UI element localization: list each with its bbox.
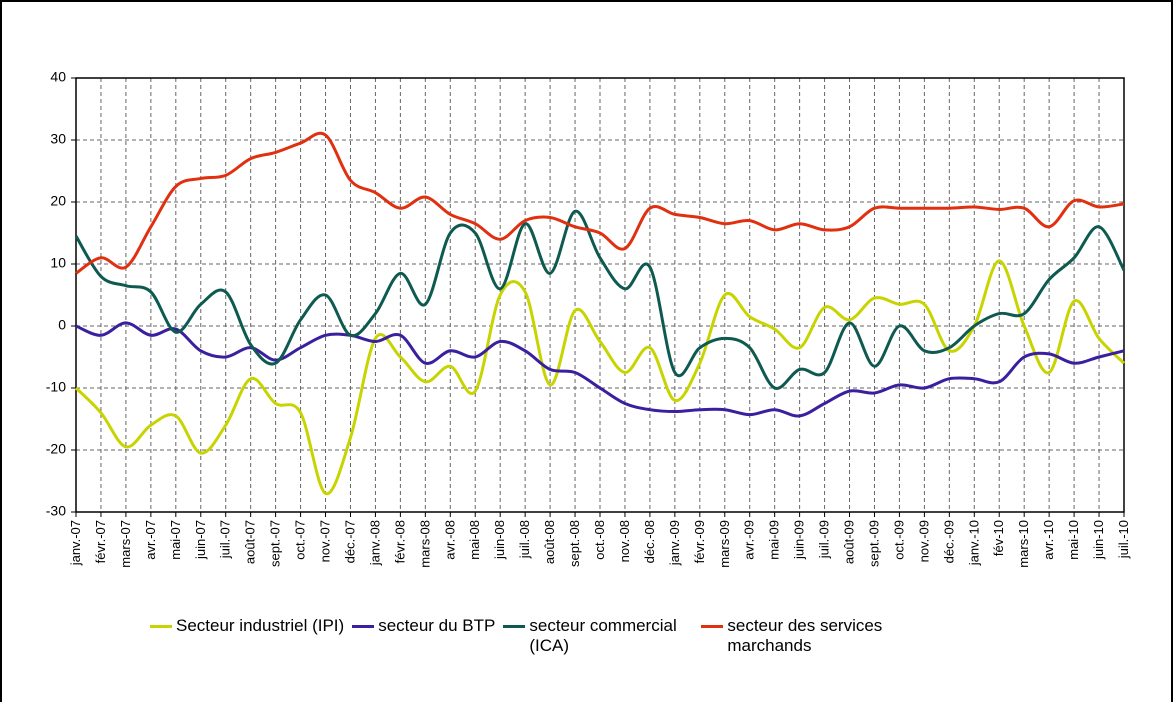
x-tick-label: déc.-07 [342,520,357,563]
plot-area [75,77,1125,513]
y-tick-label: 0 [58,317,66,333]
x-tick-label: mars-07 [118,520,133,568]
x-tick-label: juin-10 [1091,520,1106,560]
x-tick-label: mars-09 [717,520,732,568]
x-tick-label: déc.-08 [642,520,657,563]
x-tick-label: janv.-09 [667,520,682,566]
x-tick-label: juil.-09 [817,520,832,559]
x-tick-label: oct.-07 [293,520,308,560]
y-tick-label: 20 [50,193,66,209]
x-tick-label: juil.-08 [517,520,532,559]
series-line [74,259,1126,495]
x-tick-label: sept.-07 [268,520,283,567]
x-tick-label: avr.-08 [442,520,457,560]
x-tick-label: janv.-10 [966,520,981,566]
x-tick-label: juin-08 [492,520,507,560]
legend-item: Secteur industriel (IPI) [150,616,344,656]
legend-item: secteur du BTP [352,616,495,656]
x-tick-label: juil.-07 [218,520,233,559]
x-tick-label: juin-07 [193,520,208,560]
x-tick-label: déc.-09 [941,520,956,563]
y-tick-label: 30 [50,131,66,147]
x-tick-label: mars-08 [417,520,432,568]
legend: Secteur industriel (IPI) secteur du BTP se… [150,616,1050,656]
legend-label: secteur des services marchands [727,616,883,655]
x-tick-label: août-09 [842,520,857,564]
legend-label: Secteur industriel (IPI) [176,616,345,635]
x-tick-label: fév-10 [991,520,1006,556]
x-tick-label: avr.-10 [1041,520,1056,560]
x-tick-label: févr.-08 [392,520,407,563]
series-line [74,209,1126,390]
series-line [75,321,1125,418]
legend-label: secteur du BTP [378,616,496,635]
x-tick-label: nov.-09 [916,520,931,562]
x-tick-label: mai-09 [767,520,782,560]
x-tick-label: sept.-08 [567,520,582,567]
y-tick-label: -10 [46,379,66,395]
x-tick-label: mai-10 [1066,520,1081,560]
legend-swatch [701,625,724,628]
x-tick-label: sept.-09 [866,520,881,567]
x-tick-label: avr.-07 [143,520,158,560]
x-tick-label: mars-10 [1016,520,1031,568]
y-tick-label: -30 [46,503,66,519]
series-line [75,131,1125,275]
legend-swatch [503,625,526,628]
y-tick-label: -20 [46,441,66,457]
legend-item: secteur commercial (ICA) [503,616,693,656]
y-tick-label: 10 [50,255,66,271]
x-tick-label: mai-08 [467,520,482,560]
x-tick-label: avr.-09 [742,520,757,560]
x-tick-label: oct.-08 [592,520,607,560]
legend-swatch [352,625,375,628]
x-tick-label: janv.-08 [367,520,382,566]
x-tick-label: mai-07 [168,520,183,560]
x-tick-label: nov.-08 [617,520,632,562]
x-tick-label: févr.-09 [692,520,707,563]
legend-swatch [150,625,172,628]
x-tick-label: oct.-09 [891,520,906,560]
x-tick-label: juin-09 [792,520,807,560]
x-tick-label: nov.-07 [318,520,333,562]
x-tick-label: févr.-07 [93,520,108,563]
legend-item: secteur des services marchands [701,616,921,656]
x-tick-label: juil.-10 [1116,520,1131,559]
y-tick-label: 40 [50,69,66,85]
x-tick-label: janv.-07 [68,520,83,566]
x-tick-label: août-07 [243,520,258,564]
x-tick-label: août-08 [542,520,557,564]
legend-label: secteur commercial (ICA) [529,616,677,655]
